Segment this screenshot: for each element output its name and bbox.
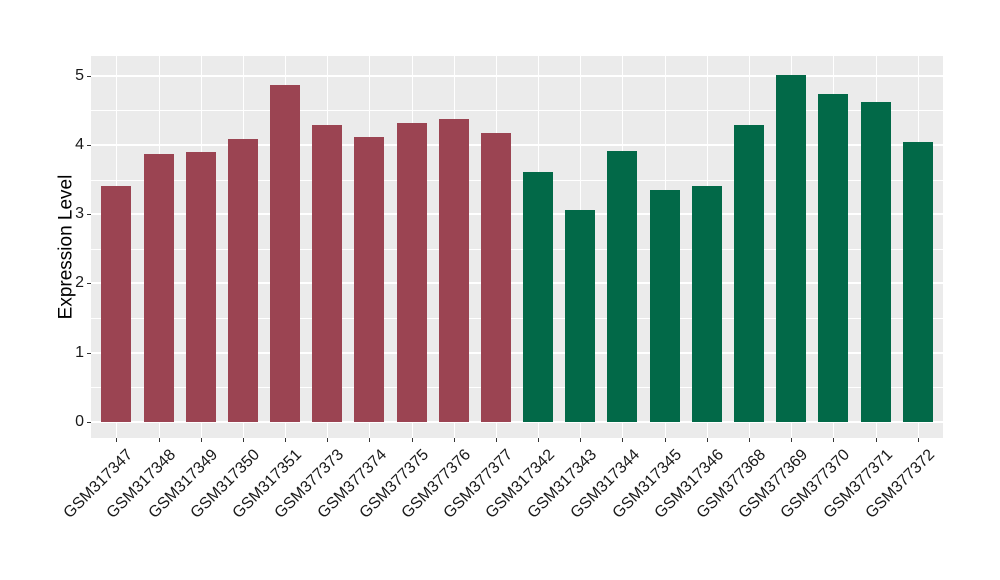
- major-gridline: [91, 421, 943, 423]
- bar-GSM317342: [523, 171, 554, 422]
- bar-GSM377370: [818, 94, 849, 422]
- bar-GSM377372: [902, 142, 933, 422]
- y-tick-label: 3: [75, 205, 84, 223]
- x-tick-mark: [706, 438, 708, 442]
- y-tick-label: 2: [75, 274, 84, 292]
- major-gridline: [91, 143, 943, 146]
- x-tick-mark: [664, 438, 666, 442]
- major-gridline: [91, 351, 943, 354]
- bar-GSM377371: [860, 101, 891, 422]
- x-tick-mark: [917, 438, 919, 442]
- minor-gridline: [91, 179, 943, 181]
- y-tick-mark: [87, 352, 91, 354]
- x-tick-mark: [875, 438, 877, 442]
- bar-GSM377373: [312, 125, 343, 422]
- bar-GSM317347: [101, 186, 132, 422]
- y-tick-label: 4: [75, 135, 84, 153]
- x-tick-mark: [369, 438, 371, 442]
- x-tick-mark: [200, 438, 202, 442]
- bar-GSM317343: [565, 209, 596, 422]
- minor-gridline: [91, 110, 943, 112]
- major-gridline: [91, 213, 943, 216]
- x-tick-mark: [116, 438, 118, 442]
- bar-GSM377377: [480, 133, 511, 422]
- major-gridline: [91, 74, 943, 77]
- x-tick-mark: [833, 438, 835, 442]
- y-tick-mark: [87, 75, 91, 77]
- y-tick-mark: [87, 144, 91, 146]
- plot-panel: [91, 56, 943, 438]
- x-tick-mark: [411, 438, 413, 442]
- bar-GSM317348: [143, 153, 174, 422]
- x-tick-mark: [495, 438, 497, 442]
- y-tick-label: 5: [75, 66, 84, 84]
- x-tick-mark: [453, 438, 455, 442]
- bar-GSM377375: [396, 123, 427, 422]
- y-tick-label: 0: [75, 413, 84, 430]
- x-tick-mark: [242, 438, 244, 442]
- minor-gridline: [91, 248, 943, 250]
- y-tick-mark: [87, 422, 91, 423]
- bar-GSM377368: [734, 124, 764, 422]
- bar-GSM317349: [185, 152, 216, 422]
- x-tick-mark: [538, 438, 540, 442]
- x-tick-mark: [158, 438, 160, 442]
- bar-GSM317344: [607, 151, 638, 422]
- bar-GSM377376: [438, 118, 469, 422]
- y-tick-mark: [87, 214, 91, 216]
- y-tick-mark: [87, 283, 91, 285]
- bar-GSM317345: [649, 189, 680, 422]
- x-tick-mark: [580, 438, 582, 442]
- x-tick-mark: [327, 438, 329, 442]
- x-tick-mark: [749, 438, 750, 442]
- bar-GSM377369: [776, 74, 807, 422]
- bar-GSM317350: [227, 139, 258, 422]
- y-tick-label: 1: [75, 343, 84, 361]
- bar-GSM377374: [354, 137, 385, 422]
- bar-GSM317351: [270, 85, 300, 422]
- x-tick-mark: [285, 438, 286, 442]
- x-tick-mark: [791, 438, 793, 442]
- minor-gridline: [91, 387, 943, 389]
- major-gridline: [91, 282, 943, 285]
- bar-GSM317346: [691, 185, 722, 422]
- minor-gridline: [91, 318, 943, 320]
- x-tick-mark: [622, 438, 624, 442]
- y-axis-title: Expression Level: [55, 174, 77, 320]
